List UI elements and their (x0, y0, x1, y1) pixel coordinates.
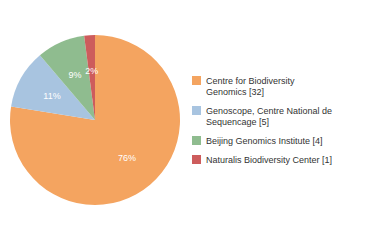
data-label: 2% (85, 66, 98, 76)
legend-label-line: Genomics [32] (206, 87, 264, 97)
legend-label-line: Beijing Genomics Institute [4] (206, 136, 323, 146)
legend: Centre for BiodiversityGenomics [32]Geno… (192, 76, 332, 165)
data-labels: 76% 11% 9%2% (43, 66, 136, 163)
legend-item: Centre for BiodiversityGenomics [32] (192, 76, 295, 97)
legend-item: Naturalis Biodiversity Center [1] (192, 155, 332, 165)
legend-label-line: Centre for Biodiversity (206, 76, 295, 86)
data-label: 76% (118, 153, 136, 163)
legend-item: Beijing Genomics Institute [4] (192, 136, 323, 146)
pie-slice (84, 35, 95, 120)
legend-label-line: Naturalis Biodiversity Center [1] (206, 155, 332, 165)
legend-swatch (192, 155, 201, 164)
legend-label: Naturalis Biodiversity Center [1] (206, 155, 332, 165)
pie (10, 35, 180, 205)
data-label: 11% (43, 91, 60, 101)
legend-swatch (192, 106, 201, 115)
chart: 76% 11% 9%2% Centre for BiodiversityGenomic… (0, 0, 380, 240)
legend-label: Beijing Genomics Institute [4] (206, 136, 323, 146)
legend-label-line: Sequencage [5] (206, 117, 269, 127)
legend-label: Genoscope, Centre National deSequencage … (206, 106, 332, 127)
legend-swatch (192, 136, 201, 145)
legend-swatch (192, 76, 201, 85)
legend-item: Genoscope, Centre National deSequencage … (192, 106, 332, 127)
legend-label: Centre for BiodiversityGenomics [32] (206, 76, 295, 97)
legend-label-line: Genoscope, Centre National de (206, 106, 332, 116)
pie-slice (40, 36, 95, 120)
data-label: 9% (69, 70, 82, 80)
pie-slice (10, 35, 180, 205)
